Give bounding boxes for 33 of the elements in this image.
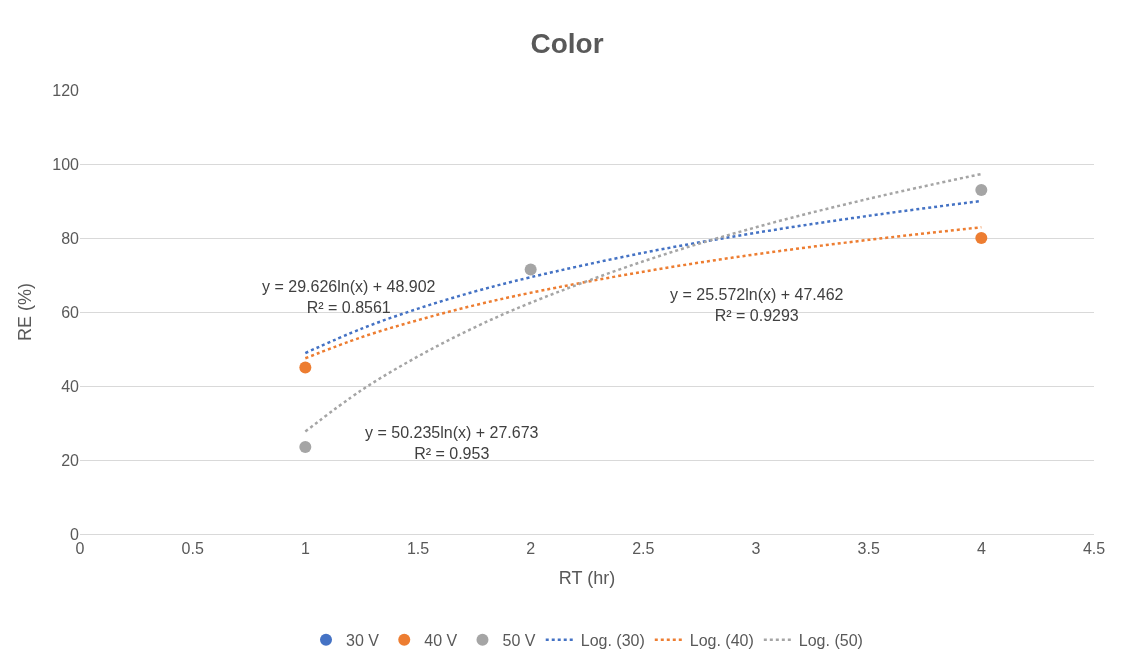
annotation: y = 50.235ln(x) + 27.673 R² = 0.953 — [365, 424, 539, 462]
legend-label: 30 V — [346, 631, 380, 649]
x-tick-label: 4 — [976, 540, 986, 558]
x-tick-label: 0.5 — [181, 540, 204, 558]
legend-label: Log. (30) — [580, 631, 645, 649]
x-axis-title: RT (hr) — [558, 568, 616, 589]
x-tick-label: 3.5 — [857, 540, 880, 558]
y-tick-label: 80 — [61, 229, 80, 247]
legend-label: Log. (40) — [689, 631, 754, 649]
point — [975, 232, 988, 244]
x-tick-label: 3 — [751, 540, 761, 558]
legend-label: Log. (50) — [798, 631, 863, 649]
legend-label: 50 V — [502, 631, 536, 649]
y-axis-title: RE (%) — [15, 283, 36, 341]
point — [975, 183, 988, 196]
legend-label: 40 V — [424, 631, 458, 649]
x-tick-label: 2.5 — [632, 540, 655, 558]
chart-title: Color — [530, 28, 604, 60]
x-tick-label: 2 — [526, 540, 536, 558]
annotation: y = 29.626ln(x) + 48.902 R² = 0.8561 — [262, 278, 436, 316]
y-tick-label: 0 — [70, 525, 80, 543]
point — [524, 263, 537, 276]
x-tick-label: 1.5 — [406, 540, 430, 558]
y-tick-label: 100 — [52, 155, 80, 173]
y-tick-label: 60 — [61, 303, 80, 321]
x-tick-label: 4.5 — [1082, 540, 1106, 558]
y-tick-label: 40 — [61, 377, 80, 395]
y-tick-label: 20 — [61, 451, 80, 469]
point — [299, 361, 312, 374]
x-tick-label: 1 — [300, 540, 310, 558]
annotation: y = 25.572ln(x) + 47.462 R² = 0.9293 — [670, 286, 844, 324]
y-tick-label: 120 — [52, 81, 80, 99]
point — [299, 441, 312, 454]
